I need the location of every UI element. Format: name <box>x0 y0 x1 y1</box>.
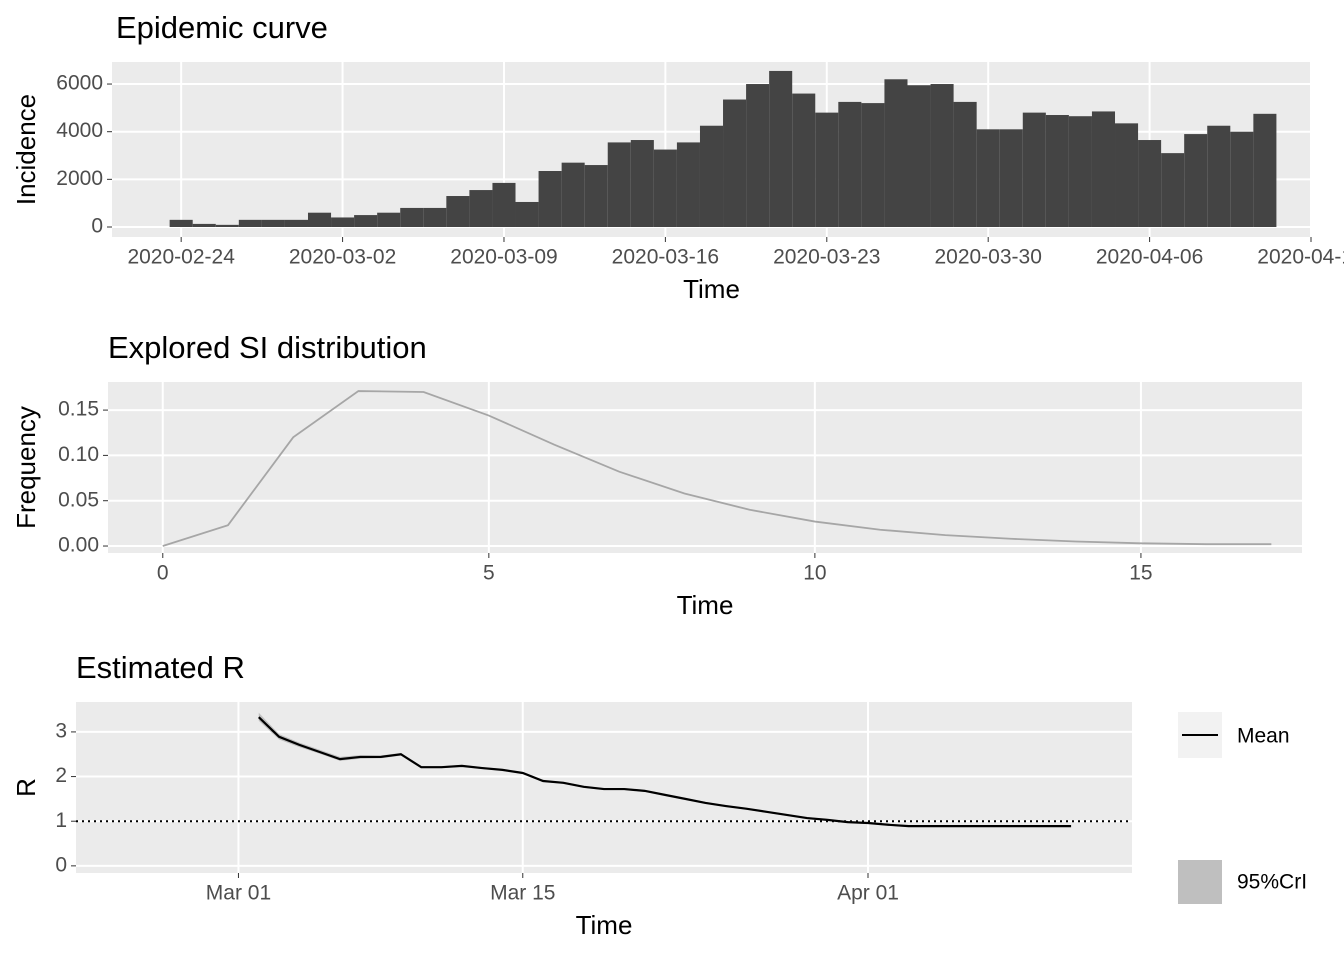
bar <box>723 99 747 227</box>
x-tick-label: 2020-03-02 <box>289 246 396 269</box>
bar <box>1207 125 1231 227</box>
x-axis-title: Time <box>576 910 633 940</box>
bar <box>976 129 1000 227</box>
bar <box>284 219 308 227</box>
x-tick-label: 2020-03-30 <box>934 246 1041 269</box>
bar <box>1091 111 1116 227</box>
y-tick-label: 6000 <box>56 72 103 95</box>
bar <box>1230 131 1254 227</box>
bar <box>446 196 470 227</box>
bar <box>884 79 908 227</box>
bar <box>1161 153 1185 227</box>
bar <box>676 142 700 227</box>
legend-label: 95%CrI <box>1237 871 1307 894</box>
panel-background <box>76 702 1132 873</box>
legend-label: Mean <box>1237 725 1290 748</box>
y-tick-label: 2000 <box>56 167 103 190</box>
bar <box>331 217 355 227</box>
bar <box>377 212 401 227</box>
bar <box>192 223 216 227</box>
bar <box>999 129 1023 227</box>
x-tick-label: Mar 15 <box>490 882 555 905</box>
y-tick-label: 0 <box>91 215 103 238</box>
y-axis-title: Frequency <box>11 406 41 529</box>
bar <box>561 162 585 227</box>
bar <box>400 207 424 227</box>
x-tick-label: 2020-04-13 <box>1257 246 1344 269</box>
bar <box>792 93 816 227</box>
x-tick-label: 2020-03-09 <box>450 246 557 269</box>
y-tick-label: 0 <box>55 853 67 876</box>
bar <box>169 219 193 227</box>
bar <box>423 207 447 227</box>
x-tick-label: 2020-02-24 <box>127 246 235 269</box>
panel-background <box>108 382 1302 553</box>
bar <box>238 219 262 227</box>
bar <box>1138 140 1162 227</box>
x-tick-label: 0 <box>157 562 169 585</box>
y-tick-label: 2 <box>55 764 67 787</box>
bar <box>538 171 562 227</box>
x-tick-label: 2020-03-23 <box>773 246 880 269</box>
bar <box>630 140 654 227</box>
x-tick-label: 2020-03-16 <box>612 246 719 269</box>
y-tick-label: 0.00 <box>58 534 99 557</box>
chart-title: Estimated R <box>76 650 245 685</box>
chart-title: Epidemic curve <box>116 10 328 45</box>
chart-title: Explored SI distribution <box>108 330 427 365</box>
x-axis-title: Time <box>683 274 740 304</box>
bar <box>215 224 239 227</box>
bar <box>953 101 977 227</box>
x-tick-label: 15 <box>1129 562 1152 585</box>
bar <box>307 212 332 227</box>
bar <box>907 85 931 227</box>
x-tick-label: 2020-04-06 <box>1096 246 1203 269</box>
bar <box>1115 123 1139 227</box>
bar <box>469 190 493 227</box>
x-tick-label: Mar 01 <box>206 882 271 905</box>
y-tick-label: 3 <box>55 719 67 742</box>
bar <box>769 70 793 227</box>
bar <box>1045 115 1069 227</box>
bar <box>930 84 954 227</box>
x-axis-title: Time <box>677 590 734 620</box>
y-tick-label: 4000 <box>56 119 103 142</box>
y-axis-title: Incidence <box>11 94 41 205</box>
bar <box>838 101 862 227</box>
bar <box>1068 116 1092 227</box>
x-tick-label: 5 <box>483 562 495 585</box>
y-tick-label: 0.15 <box>58 398 99 421</box>
x-tick-label: 10 <box>803 562 826 585</box>
bar <box>1184 134 1208 227</box>
bar <box>861 103 885 227</box>
bar <box>1022 112 1046 227</box>
bar <box>261 219 285 227</box>
bar <box>653 149 677 227</box>
bar <box>515 201 539 227</box>
y-tick-label: 0.05 <box>58 488 99 511</box>
bar <box>1253 113 1277 227</box>
bar <box>699 125 724 227</box>
bar <box>607 142 631 227</box>
x-tick-label: Apr 01 <box>837 882 899 905</box>
line <box>162 390 1272 547</box>
y-tick-label: 1 <box>55 809 67 832</box>
y-axis-title: R <box>11 778 41 797</box>
legend-key <box>1178 860 1222 904</box>
bar <box>584 165 608 227</box>
y-tick-label: 0.10 <box>58 443 99 466</box>
bar <box>492 182 516 227</box>
bar <box>815 112 839 227</box>
bar <box>354 215 378 227</box>
line <box>258 716 1072 828</box>
bar <box>746 84 770 227</box>
